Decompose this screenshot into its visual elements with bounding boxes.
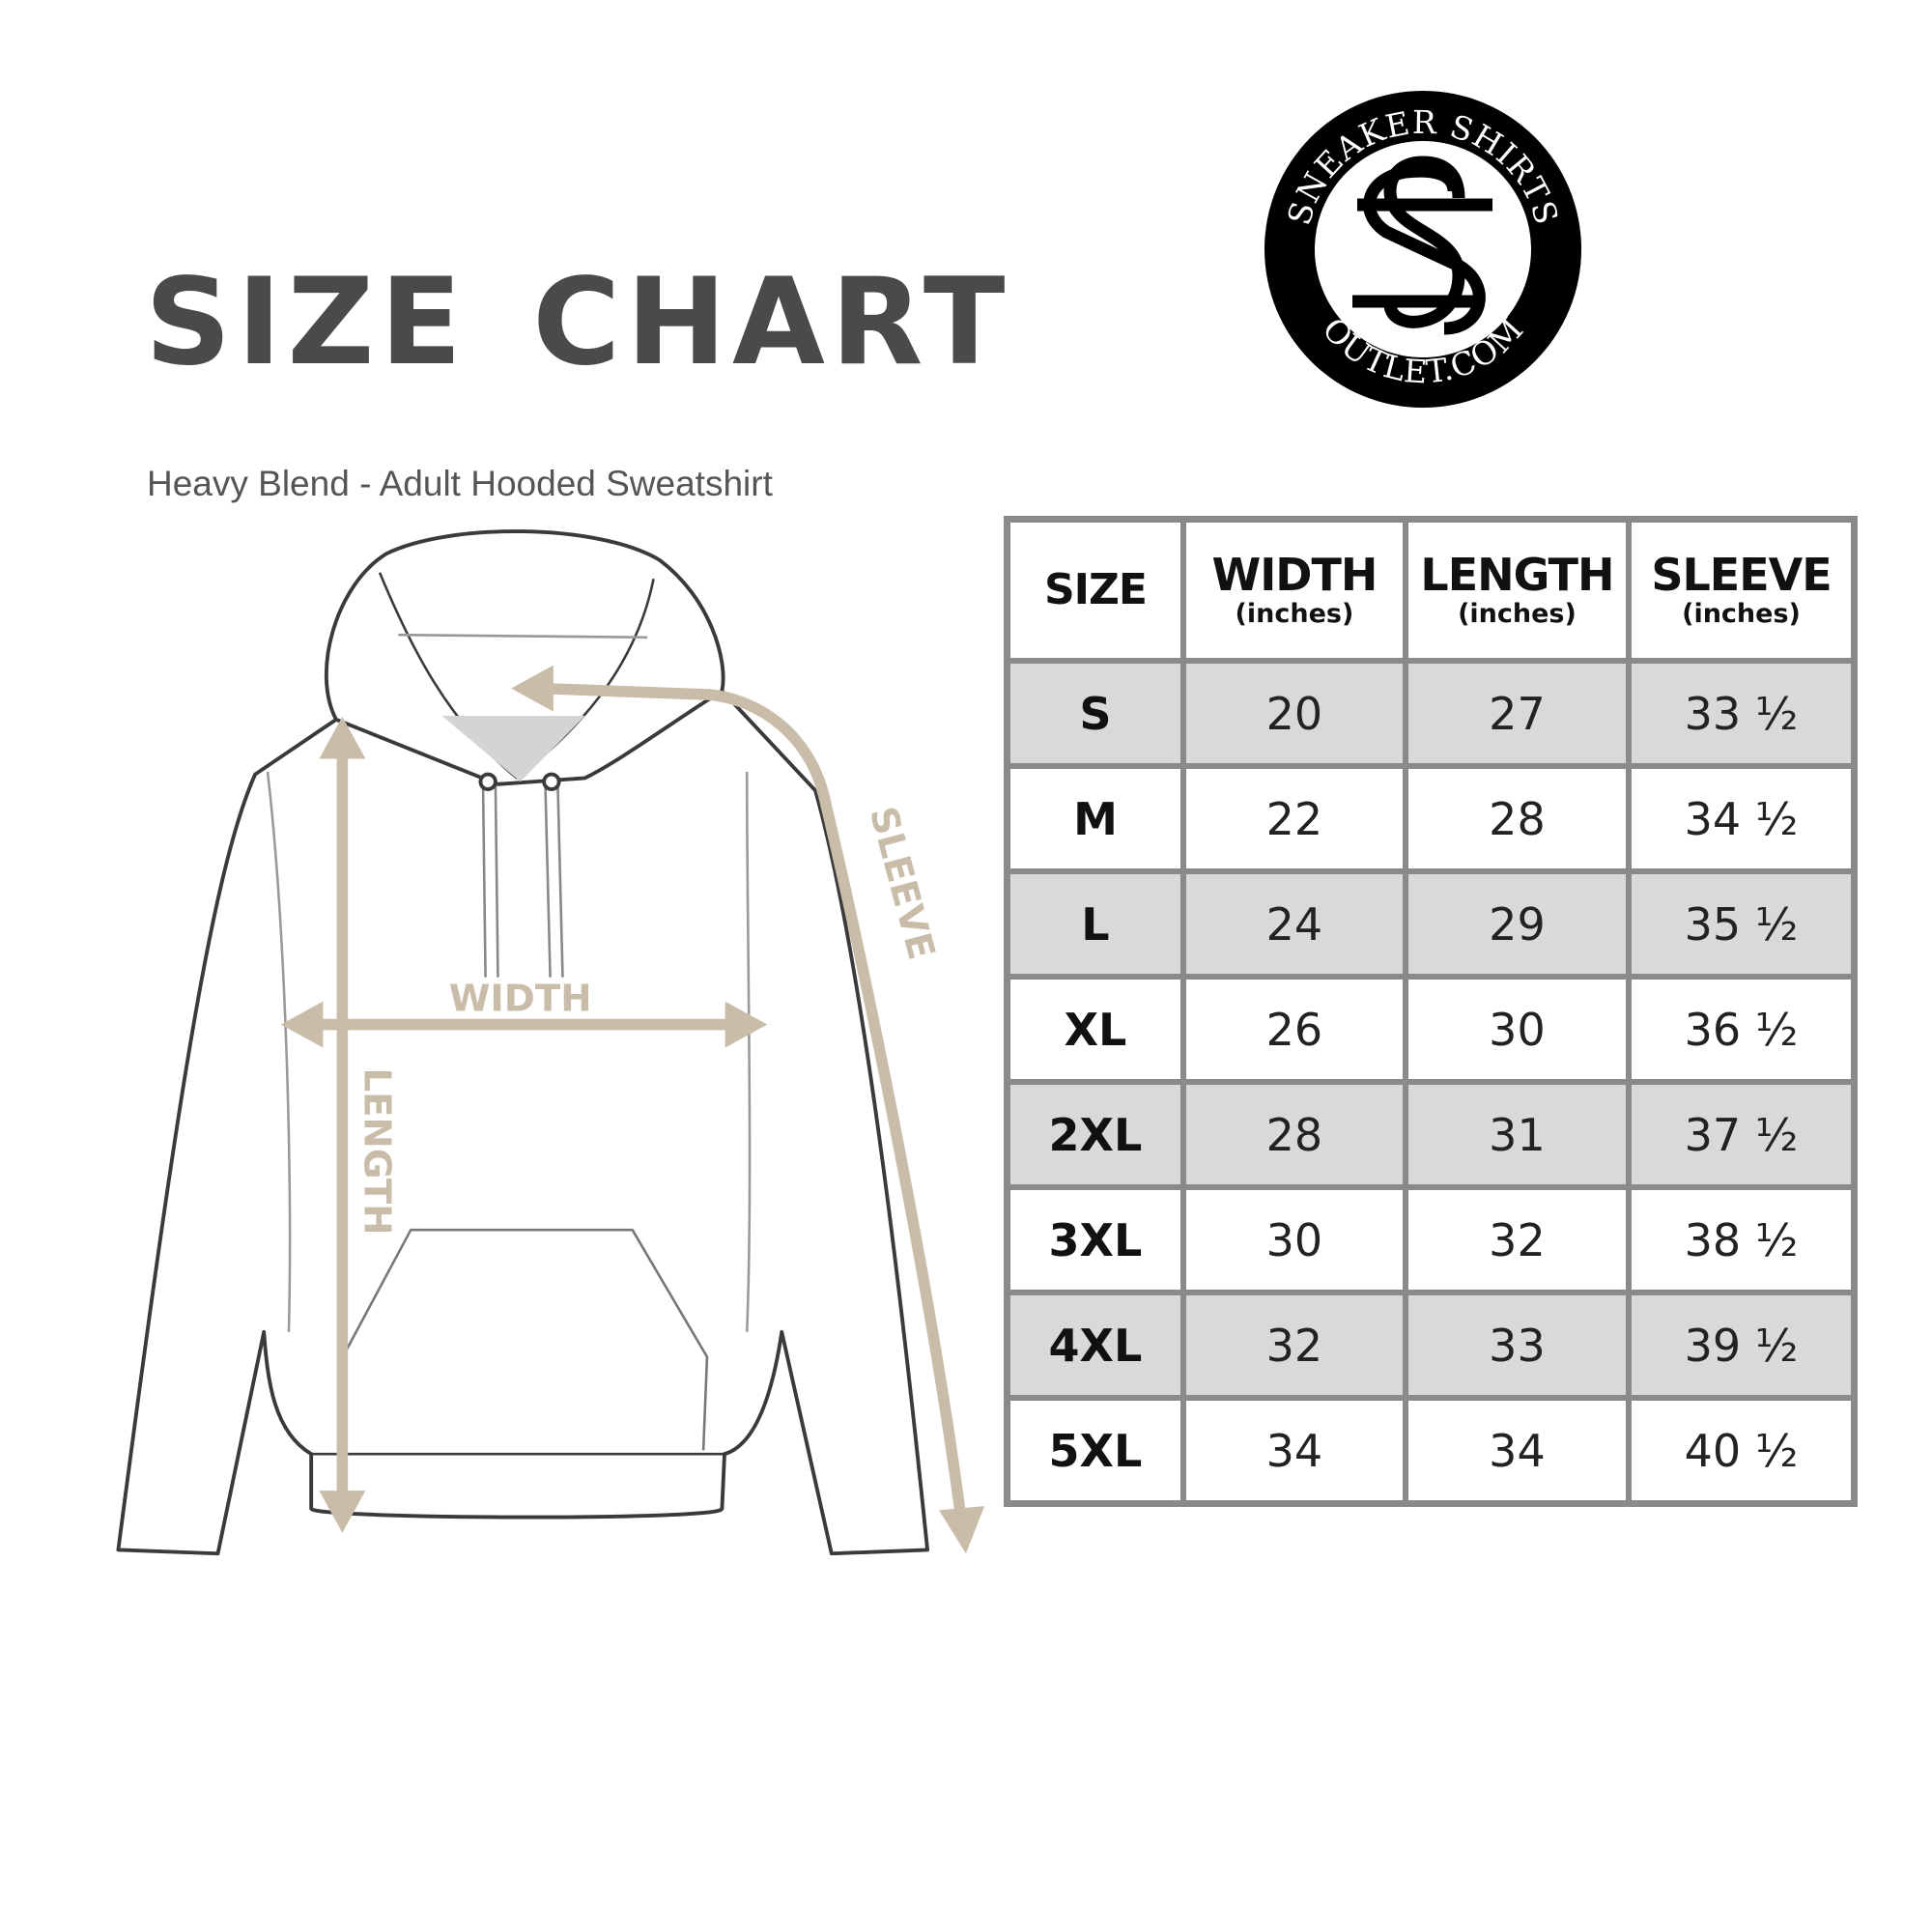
cell-size: L (1004, 868, 1186, 980)
hoodie-outline (116, 529, 929, 1556)
cell-size: 4XL (1004, 1290, 1186, 1401)
cell-sleeve: 36 ½ (1625, 974, 1858, 1085)
cell-width: 24 (1179, 868, 1408, 980)
cell-size: 5XL (1004, 1395, 1186, 1507)
cell-sleeve: 33 ½ (1625, 658, 1858, 769)
table-row: 5XL 34 34 40 ½ (1004, 1395, 1858, 1507)
cell-size: 3XL (1004, 1184, 1186, 1295)
cell-sleeve: 38 ½ (1625, 1184, 1858, 1295)
cell-width: 32 (1179, 1290, 1408, 1401)
cell-length: 32 (1402, 1184, 1632, 1295)
cell-width: 20 (1179, 658, 1408, 769)
cell-width: 22 (1179, 763, 1408, 874)
page-title: SIZE CHART (145, 253, 1011, 392)
product-subtitle: Heavy Blend - Adult Hooded Sweatshirt (147, 464, 773, 503)
cell-length: 33 (1402, 1290, 1632, 1401)
table-header-row: SIZE WIDTH (inches) LENGTH (inches) SLEEVE… (1004, 516, 1858, 664)
cell-width: 34 (1179, 1395, 1408, 1507)
sleeve-label: SLEEVE (861, 802, 943, 964)
table-row: S 20 27 33 ½ (1004, 658, 1858, 769)
table-row: 4XL 32 33 39 ½ (1004, 1290, 1858, 1401)
table-row: L 24 29 35 ½ (1004, 868, 1858, 980)
cell-size: S (1004, 658, 1186, 769)
header-width: WIDTH (inches) (1179, 516, 1408, 664)
width-label: WIDTH (449, 977, 592, 1020)
measure-arrows (280, 665, 985, 1554)
cell-sleeve: 40 ½ (1625, 1395, 1858, 1507)
header-size: SIZE (1004, 516, 1186, 664)
brand-logo: SNEAKER SHIRTS OUTLET.COM (1264, 91, 1581, 408)
sleeve-arrow (541, 682, 967, 1520)
cell-length: 28 (1402, 763, 1632, 874)
cell-size: 2XL (1004, 1079, 1186, 1190)
cell-width: 26 (1179, 974, 1408, 1085)
cell-sleeve: 34 ½ (1625, 763, 1858, 874)
table-row: XL 26 30 36 ½ (1004, 974, 1858, 1085)
cell-width: 28 (1179, 1079, 1408, 1190)
cell-sleeve: 39 ½ (1625, 1290, 1858, 1401)
cell-length: 29 (1402, 868, 1632, 980)
cell-sleeve: 35 ½ (1625, 868, 1858, 980)
size-table: SIZE WIDTH (inches) LENGTH (inches) SLEEVE… (1004, 516, 1858, 1507)
cell-size: XL (1004, 974, 1186, 1085)
header-sleeve: SLEEVE (inches) (1625, 516, 1858, 664)
table-row: M 22 28 34 ½ (1004, 763, 1858, 874)
cell-size: M (1004, 763, 1186, 874)
table-row: 3XL 30 32 38 ½ (1004, 1184, 1858, 1295)
cell-length: 30 (1402, 974, 1632, 1085)
cell-width: 30 (1179, 1184, 1408, 1295)
table-row: 2XL 28 31 37 ½ (1004, 1079, 1858, 1190)
cell-length: 34 (1402, 1395, 1632, 1507)
cell-length: 27 (1402, 658, 1632, 769)
cell-sleeve: 37 ½ (1625, 1079, 1858, 1190)
cell-length: 31 (1402, 1079, 1632, 1190)
header-length: LENGTH (inches) (1402, 516, 1632, 664)
length-label: LENGTH (355, 1067, 399, 1235)
monogram-icon (1352, 156, 1492, 335)
